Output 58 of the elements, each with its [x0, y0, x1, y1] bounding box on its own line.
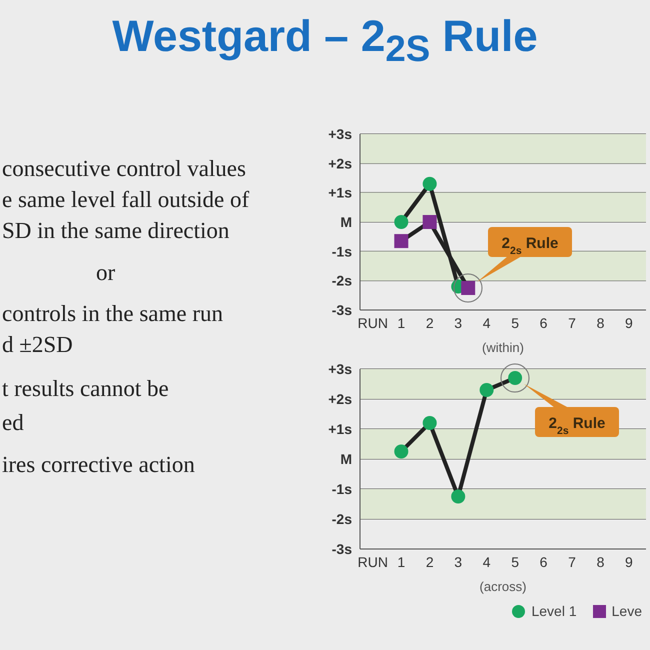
y-tick-label: -2s — [332, 510, 352, 527]
y-tick-label: -1s — [332, 480, 352, 497]
x-tick-label: 5 — [511, 554, 520, 570]
legend-label: Leve — [610, 603, 642, 619]
text: ires corrective action — [2, 452, 195, 478]
annotation: 2$_{2s}$ Rule — [502, 235, 558, 257]
x-tick-label: 3 — [454, 554, 462, 570]
x-tick-label: 5 — [511, 314, 520, 331]
x-tick-label: 6 — [540, 554, 548, 570]
text: or — [96, 260, 116, 286]
y-tick-label: +3s — [328, 126, 352, 142]
x-tick-label: 3 — [454, 314, 462, 331]
x-axis-title: (within) — [482, 340, 524, 355]
point — [451, 490, 466, 504]
annotation: 2$_{2s}$ Rule — [548, 415, 606, 437]
point — [480, 383, 494, 397]
y-tick-label: -3s — [332, 540, 352, 557]
chart-title: Westgard – 2$_{2S}$ Rule — [111, 12, 539, 70]
x-tick-label: 2 — [426, 314, 434, 331]
x-axis-title: (across) — [480, 579, 526, 594]
y-tick-label: +2s — [328, 390, 352, 407]
text: SD in the same direction — [2, 218, 230, 244]
x-tick-label: 8 — [596, 554, 605, 570]
y-tick-label: M — [340, 214, 352, 230]
x-tick-label: 9 — [625, 314, 634, 331]
point — [394, 444, 408, 458]
x-tick-label: 6 — [540, 314, 548, 331]
x-tick-label: 1 — [397, 314, 406, 331]
y-tick-label: +3s — [328, 360, 352, 377]
y-tick-label: +1s — [328, 184, 352, 201]
text: d ±2SD — [2, 332, 73, 358]
y-tick-label: -3s — [332, 302, 352, 318]
point — [394, 215, 408, 229]
point — [422, 215, 437, 229]
text: t results cannot be — [2, 376, 169, 402]
x-tick-label: RUN — [358, 554, 388, 570]
x-tick-label: 9 — [625, 554, 634, 570]
text: controls in the same run — [2, 301, 224, 327]
x-tick-label: RUN — [358, 314, 388, 331]
legend-label: Level 1 — [530, 603, 577, 619]
x-tick-label: 4 — [482, 314, 491, 331]
x-tick-label: 8 — [596, 314, 605, 331]
point — [422, 416, 437, 430]
x-tick-label: 4 — [482, 554, 491, 570]
y-tick-label: +1s — [328, 420, 352, 437]
x-tick-label: 2 — [426, 554, 434, 570]
y-tick-label: +2s — [328, 155, 352, 172]
x-tick-label: 7 — [568, 314, 576, 331]
y-tick-label: -2s — [332, 272, 352, 289]
y-tick-label: M — [340, 450, 352, 467]
point — [394, 234, 408, 248]
text: ed — [2, 410, 24, 436]
y-tick-label: -1s — [332, 243, 352, 260]
point — [422, 176, 437, 191]
x-tick-label: 1 — [397, 554, 406, 570]
text: consecutive control values — [2, 156, 246, 182]
x-tick-label: 7 — [568, 554, 576, 570]
text: e same level fall outside of — [2, 187, 250, 213]
